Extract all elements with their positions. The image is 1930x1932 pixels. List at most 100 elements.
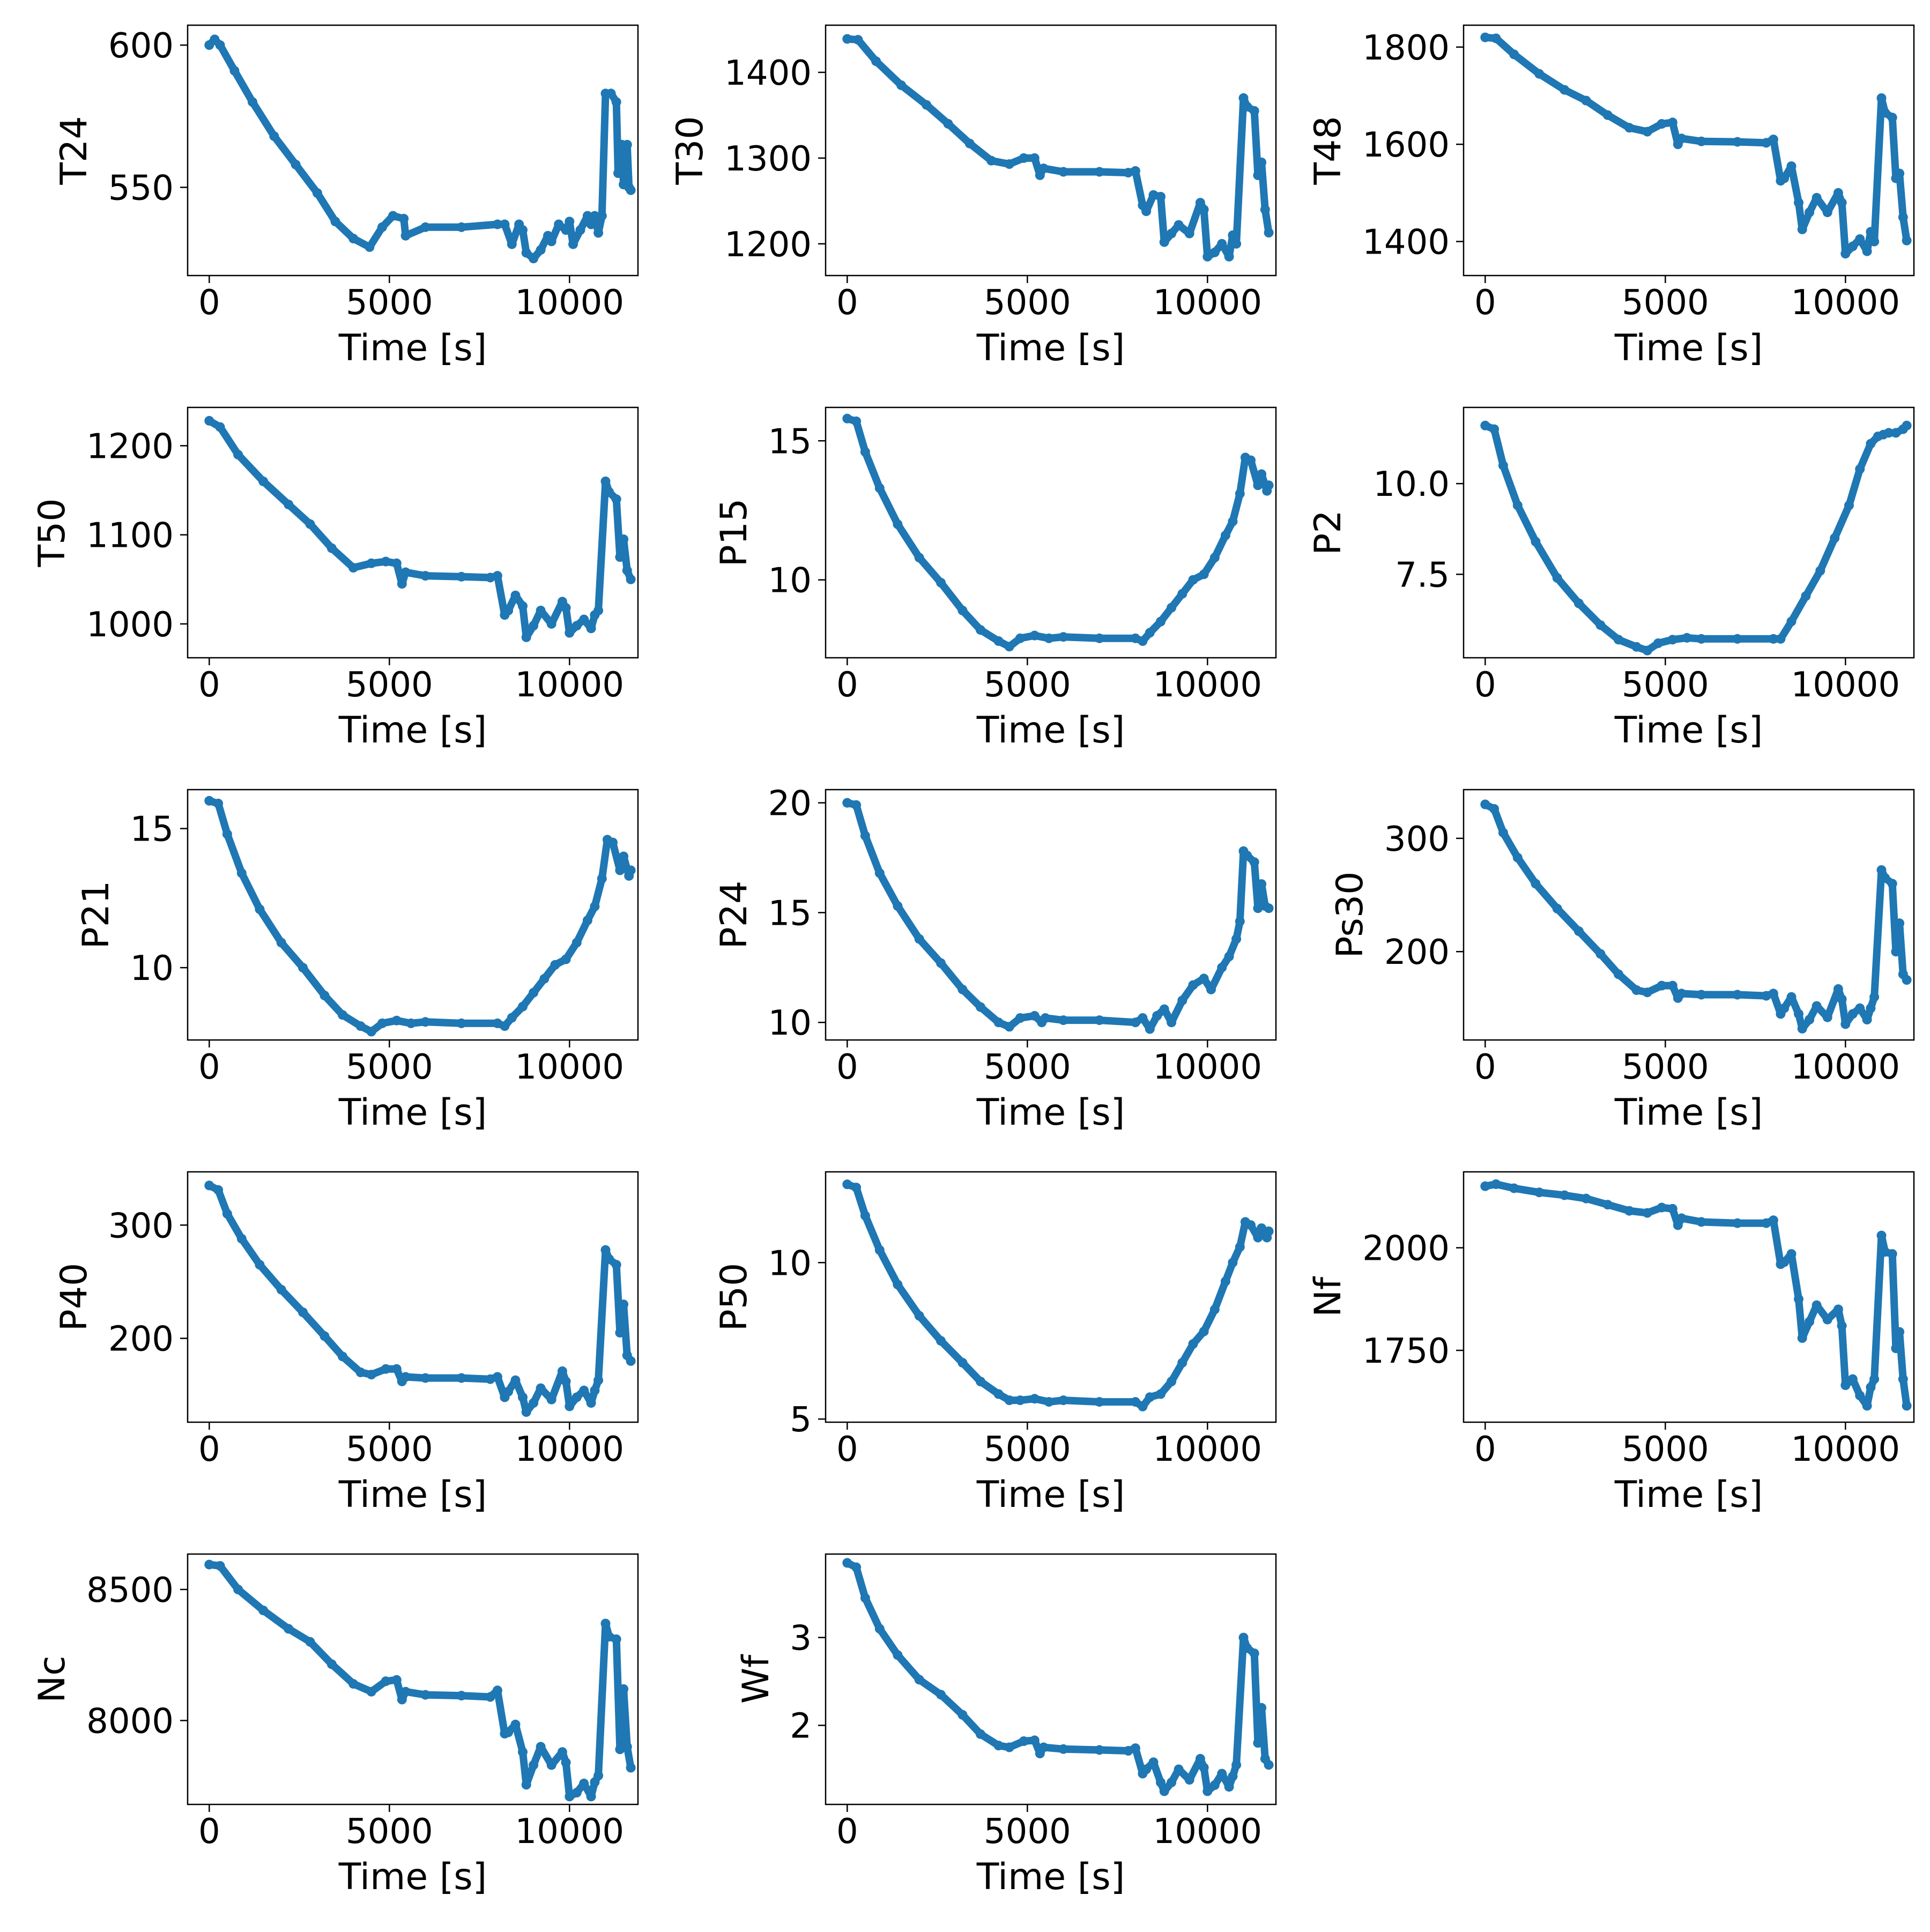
data-point	[420, 222, 430, 232]
data-point	[1231, 1760, 1242, 1770]
data-point	[1833, 188, 1843, 198]
y-axis-label: Nc	[31, 1655, 73, 1703]
data-point	[1130, 1397, 1140, 1407]
data-point	[521, 1407, 531, 1417]
data-point	[1058, 1015, 1068, 1026]
data-point	[1167, 603, 1177, 613]
y-tick-label: 300	[108, 1206, 174, 1246]
y-axis-label: P24	[713, 881, 755, 949]
data-point	[586, 623, 596, 634]
axes-frame-nf	[1463, 1171, 1915, 1423]
data-point	[1847, 1374, 1858, 1384]
data-point	[626, 185, 636, 195]
data-point	[586, 1792, 596, 1802]
data-point	[456, 1018, 466, 1028]
data-point	[1574, 926, 1584, 937]
data-point	[546, 236, 556, 247]
data-point	[1642, 987, 1652, 998]
axes-frame-p21	[187, 789, 639, 1041]
data-point	[896, 80, 907, 90]
data-point	[1242, 101, 1252, 112]
y-tick-label: 10	[768, 1244, 812, 1283]
data-point	[1887, 113, 1897, 123]
axes-frame-p15	[825, 406, 1277, 659]
data-point	[586, 1398, 596, 1408]
data-point	[1209, 1304, 1220, 1314]
data-point	[615, 552, 625, 562]
data-point	[851, 416, 862, 426]
data-point	[914, 1675, 924, 1685]
data-point	[492, 571, 502, 581]
data-point	[229, 65, 240, 76]
data-point	[330, 217, 340, 227]
data-point	[1480, 32, 1490, 42]
series-line-wf	[843, 1559, 1273, 1795]
y-axis-label: Wf	[735, 1654, 777, 1704]
data-point	[1891, 947, 1901, 957]
data-point	[993, 636, 1004, 646]
data-point	[1880, 1247, 1890, 1257]
data-point	[571, 621, 582, 631]
data-point	[546, 1760, 556, 1770]
series-line-p40	[205, 1182, 635, 1416]
data-point	[1199, 204, 1209, 214]
data-point	[1177, 995, 1187, 1006]
data-point	[1489, 424, 1500, 434]
data-point	[1595, 620, 1606, 630]
data-point	[1667, 1203, 1677, 1214]
data-point	[1029, 1735, 1040, 1745]
panel-nf: 0 5000 10000 1750 2000 Time [s] Nf	[1307, 1171, 1915, 1516]
x-tick-label: 10000	[515, 665, 625, 705]
data-point	[842, 34, 852, 44]
data-point	[1491, 1179, 1501, 1189]
data-point	[1202, 251, 1213, 262]
data-point	[1862, 246, 1872, 256]
data-point	[400, 1372, 411, 1382]
x-tick-label: 0	[198, 283, 220, 323]
x-tick-label: 5000	[984, 283, 1071, 323]
data-point	[1199, 974, 1209, 984]
x-tick-label: 0	[198, 665, 220, 705]
data-point	[338, 1351, 347, 1362]
data-point	[397, 579, 407, 589]
data-point	[1130, 1743, 1140, 1753]
data-point	[291, 160, 301, 169]
data-point	[1184, 1775, 1194, 1785]
data-point	[1833, 1304, 1843, 1314]
data-point	[518, 601, 528, 611]
x-tick-label: 0	[1474, 283, 1496, 323]
data-point	[600, 476, 611, 486]
data-point	[871, 56, 881, 66]
y-tick-label: 7.5	[1395, 555, 1450, 595]
data-point	[1696, 990, 1706, 1000]
data-point	[518, 225, 528, 235]
data-point	[366, 1686, 376, 1697]
data-point	[590, 211, 600, 221]
data-point	[507, 239, 517, 249]
data-point	[1167, 1017, 1177, 1028]
data-point	[1805, 1317, 1815, 1327]
data-point	[1159, 1004, 1169, 1014]
data-point	[456, 1691, 466, 1701]
data-point	[284, 1624, 294, 1634]
data-point	[1019, 1736, 1029, 1746]
data-point	[1667, 635, 1677, 645]
data-point	[1058, 1395, 1068, 1406]
data-point	[258, 476, 269, 486]
data-point	[222, 1209, 232, 1219]
data-point	[957, 1358, 968, 1368]
data-point	[400, 231, 411, 241]
data-point	[1887, 1249, 1897, 1259]
data-point	[1847, 241, 1858, 251]
data-point	[611, 97, 621, 107]
data-point	[1094, 1745, 1104, 1755]
data-point	[593, 228, 604, 238]
panel-wf: 0 5000 10000 2 3 Time [s] Wf	[735, 1553, 1277, 1898]
data-point	[571, 1788, 582, 1797]
data-point	[1812, 192, 1822, 203]
data-point	[1498, 460, 1508, 471]
x-axis-label: Time [s]	[338, 709, 487, 752]
data-point	[305, 519, 315, 529]
data-point	[1038, 164, 1049, 174]
data-point	[536, 245, 546, 255]
